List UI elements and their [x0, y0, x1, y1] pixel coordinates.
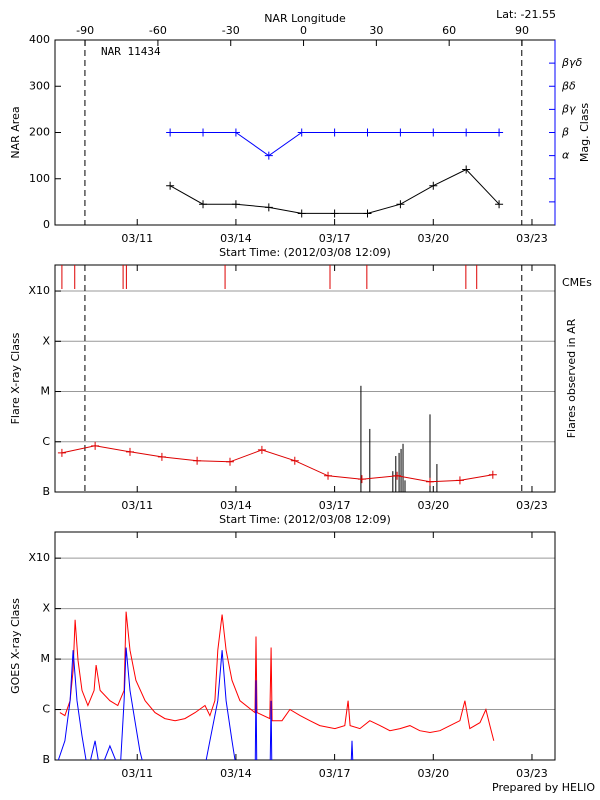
x2-tick-label: 60: [442, 24, 456, 37]
series-line: [169, 168, 500, 214]
y2-tick-label: α: [562, 149, 570, 162]
marker: [290, 456, 299, 465]
marker: [495, 200, 504, 209]
corner-text: Lat: -21.55: [496, 8, 556, 21]
marker: [396, 200, 405, 209]
series-line: [57, 647, 354, 760]
cme-label: CMEs: [562, 276, 592, 289]
y-tick-label: X10: [28, 284, 50, 297]
x-tick-label: 03/20: [417, 767, 449, 780]
plot-frame: [54, 264, 556, 493]
y2-tick-label: βγ: [561, 102, 576, 115]
marker: [231, 200, 240, 209]
x-tick-label: 03/17: [319, 232, 351, 245]
y2-axis-label: Mag. Class: [578, 103, 591, 162]
marker: [429, 181, 438, 190]
y-tick-label: X: [42, 602, 50, 615]
y-tick-label: 400: [29, 33, 50, 46]
x-tick-label: 03/23: [516, 499, 548, 512]
annotation: NAR 11434: [101, 45, 161, 58]
marker: [297, 128, 306, 137]
y-tick-label: 200: [29, 126, 50, 139]
y-axis-label: NAR Area: [9, 106, 22, 158]
marker: [429, 128, 438, 137]
y-tick-label: M: [41, 385, 51, 398]
y-tick-label: M: [41, 652, 51, 665]
series-line: [59, 611, 495, 741]
marker: [126, 447, 134, 456]
marker: [257, 445, 266, 454]
marker: [57, 448, 66, 457]
marker: [330, 128, 339, 137]
marker: [363, 128, 372, 137]
x-axis-label: Start Time: (2012/03/08 12:09): [219, 246, 391, 259]
marker: [363, 209, 372, 218]
marker: [324, 471, 333, 480]
marker: [199, 200, 208, 209]
marker: [166, 181, 175, 190]
y-tick-label: 300: [29, 79, 50, 92]
x-tick-label: 03/23: [516, 767, 548, 780]
marker: [396, 128, 405, 137]
x-tick-label: 03/17: [319, 767, 351, 780]
marker: [455, 476, 464, 485]
marker: [231, 128, 240, 137]
x-tick-label: 03/11: [121, 499, 153, 512]
y2-axis-label: Flares observed in AR: [565, 318, 578, 438]
marker: [488, 470, 497, 479]
credit: Prepared by HELIO: [492, 781, 595, 794]
x-tick-label: 03/14: [220, 499, 252, 512]
marker: [330, 209, 339, 218]
marker: [462, 128, 471, 137]
marker: [264, 151, 273, 160]
x2-axis-label: NAR Longitude: [264, 12, 346, 25]
y-tick-label: C: [42, 703, 50, 716]
x-tick-label: 03/14: [220, 232, 252, 245]
marker: [297, 209, 306, 218]
y-axis-label: Flare X-ray Class: [9, 332, 22, 424]
x-tick-label: 03/20: [417, 232, 449, 245]
x2-tick-label: -30: [222, 24, 240, 37]
marker: [393, 471, 402, 480]
marker: [426, 477, 434, 486]
y-tick-label: X: [42, 334, 50, 347]
marker: [462, 165, 471, 174]
y-tick-label: 100: [29, 172, 50, 185]
x2-tick-label: 90: [515, 24, 529, 37]
x-tick-label: 03/23: [516, 232, 548, 245]
y-tick-label: X10: [28, 551, 50, 564]
marker: [226, 457, 234, 466]
x2-tick-label: 30: [369, 24, 383, 37]
marker: [199, 128, 208, 137]
marker: [357, 475, 366, 484]
marker: [91, 441, 100, 450]
x2-tick-label: 0: [300, 24, 307, 37]
y-tick-label: B: [42, 753, 50, 766]
series-line: [61, 445, 493, 483]
x-tick-label: 03/17: [319, 499, 351, 512]
y-tick-label: 0: [43, 218, 50, 231]
x-tick-label: 03/20: [417, 499, 449, 512]
y2-tick-label: βδ: [561, 79, 576, 92]
x-axis-label: Start Time: (2012/03/08 12:09): [219, 513, 391, 526]
y2-tick-label: β: [561, 126, 569, 139]
x2-tick-label: -90: [76, 24, 94, 37]
x-tick-label: 03/14: [220, 767, 252, 780]
marker: [264, 203, 273, 212]
plot-frame: [54, 531, 556, 761]
marker: [166, 128, 175, 137]
marker: [157, 452, 166, 461]
x-tick-label: 03/11: [121, 232, 153, 245]
marker: [495, 128, 504, 137]
y2-tick-label: βγδ: [561, 56, 583, 69]
x-tick-label: 03/11: [121, 767, 153, 780]
y-tick-label: C: [42, 435, 50, 448]
marker: [193, 456, 202, 465]
x2-tick-label: -60: [149, 24, 167, 37]
y-axis-label: GOES X-ray Class: [9, 598, 22, 694]
y-tick-label: B: [42, 485, 50, 498]
